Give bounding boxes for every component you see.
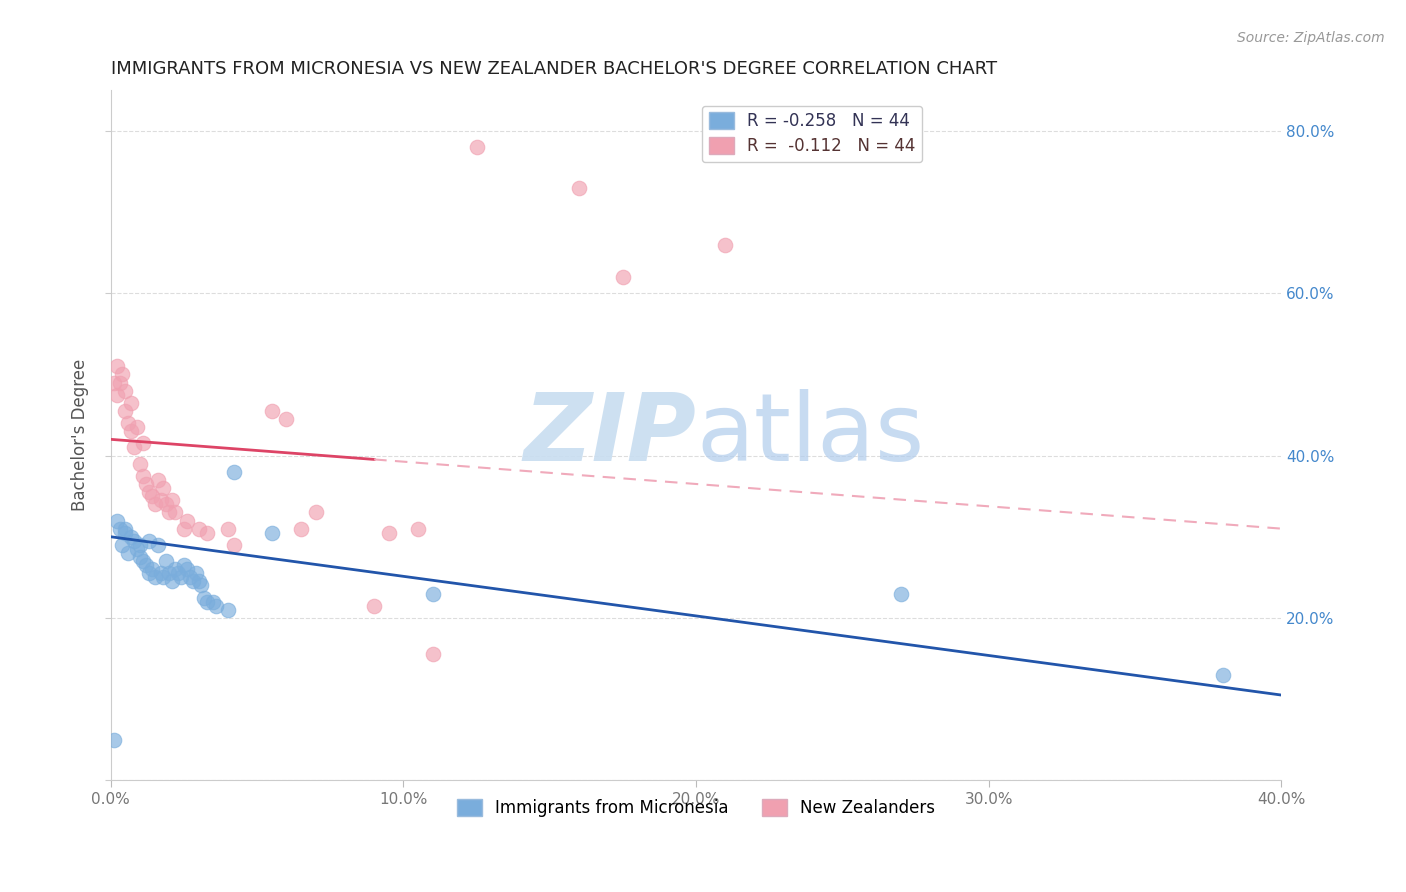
- Point: [187, 522, 209, 536]
- Point: [146, 538, 169, 552]
- Point: [152, 570, 174, 584]
- Point: [160, 493, 183, 508]
- Point: [129, 538, 152, 552]
- Point: [108, 376, 131, 390]
- Point: [195, 525, 218, 540]
- Point: [173, 558, 195, 573]
- Point: [149, 566, 172, 581]
- Point: [127, 541, 149, 556]
- Point: [181, 574, 204, 589]
- Point: [138, 485, 160, 500]
- Point: [260, 404, 283, 418]
- Point: [129, 550, 152, 565]
- Point: [143, 570, 166, 584]
- Point: [612, 270, 634, 285]
- Point: [165, 505, 187, 519]
- Point: [465, 140, 488, 154]
- Point: [187, 574, 209, 589]
- Point: [205, 599, 228, 613]
- Point: [105, 359, 128, 374]
- Point: [120, 396, 142, 410]
- Point: [141, 562, 163, 576]
- Point: [378, 525, 401, 540]
- Point: [120, 424, 142, 438]
- Point: [143, 497, 166, 511]
- Legend: Immigrants from Micronesia, New Zealanders: Immigrants from Micronesia, New Zealande…: [450, 792, 942, 823]
- Point: [127, 420, 149, 434]
- Point: [111, 368, 134, 382]
- Point: [114, 522, 136, 536]
- Point: [117, 416, 139, 430]
- Point: [105, 514, 128, 528]
- Point: [122, 441, 145, 455]
- Point: [222, 538, 245, 552]
- Point: [179, 570, 201, 584]
- Y-axis label: Bachelor's Degree: Bachelor's Degree: [72, 359, 89, 511]
- Point: [135, 558, 157, 573]
- Point: [149, 493, 172, 508]
- Point: [132, 554, 155, 568]
- Text: IMMIGRANTS FROM MICRONESIA VS NEW ZEALANDER BACHELOR'S DEGREE CORRELATION CHART: IMMIGRANTS FROM MICRONESIA VS NEW ZEALAN…: [111, 60, 997, 78]
- Point: [170, 570, 193, 584]
- Point: [157, 566, 180, 581]
- Point: [132, 436, 155, 450]
- Point: [114, 404, 136, 418]
- Point: [108, 522, 131, 536]
- Point: [363, 599, 385, 613]
- Point: [406, 522, 429, 536]
- Point: [138, 533, 160, 548]
- Point: [132, 468, 155, 483]
- Point: [202, 595, 225, 609]
- Point: [195, 595, 218, 609]
- Point: [155, 497, 177, 511]
- Text: atlas: atlas: [696, 389, 924, 482]
- Point: [190, 578, 212, 592]
- Point: [422, 648, 444, 662]
- Text: ZIP: ZIP: [523, 389, 696, 482]
- Point: [167, 566, 190, 581]
- Point: [135, 477, 157, 491]
- Point: [103, 732, 125, 747]
- Text: Source: ZipAtlas.com: Source: ZipAtlas.com: [1237, 31, 1385, 45]
- Point: [176, 514, 198, 528]
- Point: [122, 533, 145, 548]
- Point: [173, 522, 195, 536]
- Point: [222, 465, 245, 479]
- Point: [217, 603, 239, 617]
- Point: [176, 562, 198, 576]
- Point: [157, 505, 180, 519]
- Point: [714, 237, 737, 252]
- Point: [304, 505, 326, 519]
- Point: [105, 387, 128, 401]
- Point: [290, 522, 312, 536]
- Point: [111, 538, 134, 552]
- Point: [260, 525, 283, 540]
- Point: [117, 546, 139, 560]
- Point: [1212, 667, 1234, 681]
- Point: [165, 562, 187, 576]
- Point: [138, 566, 160, 581]
- Point: [152, 481, 174, 495]
- Point: [114, 384, 136, 398]
- Point: [155, 554, 177, 568]
- Point: [422, 586, 444, 600]
- Point: [146, 473, 169, 487]
- Point: [184, 566, 207, 581]
- Point: [217, 522, 239, 536]
- Point: [129, 457, 152, 471]
- Point: [193, 591, 215, 605]
- Point: [141, 489, 163, 503]
- Point: [114, 525, 136, 540]
- Point: [160, 574, 183, 589]
- Point: [120, 530, 142, 544]
- Point: [568, 180, 591, 194]
- Point: [103, 376, 125, 390]
- Point: [890, 586, 912, 600]
- Point: [276, 412, 298, 426]
